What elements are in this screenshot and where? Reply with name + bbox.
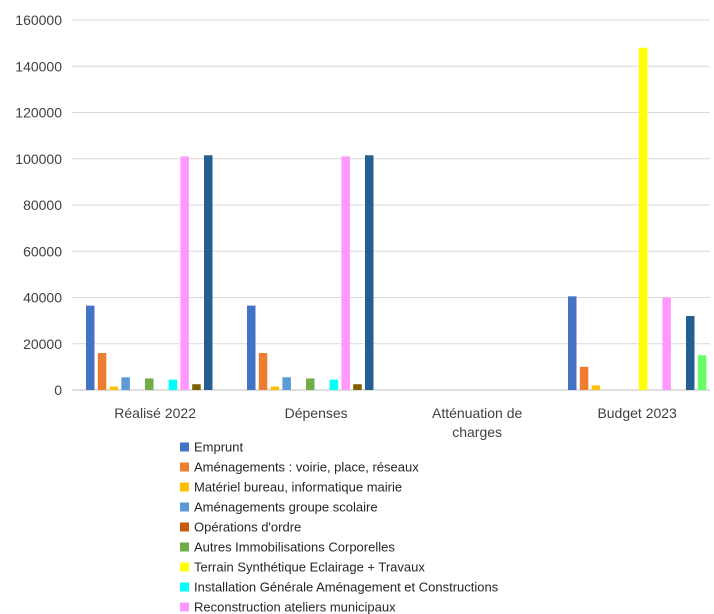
y-axis: 0 20000 40000 60000 80000 100000 120000 140000 1… <box>15 12 62 398</box>
bar <box>109 386 119 390</box>
gridlines <box>72 19 710 391</box>
bar <box>579 366 589 390</box>
category-label: Dépenses <box>285 405 348 421</box>
legend-swatch <box>180 442 189 452</box>
bar <box>270 386 280 390</box>
y-tick-label: 140000 <box>15 58 62 74</box>
category-label: Budget 2023 <box>597 405 677 421</box>
bar <box>145 378 154 390</box>
legend-entry: Aménagements groupe scolaire <box>194 500 378 515</box>
legend-swatch <box>180 542 189 552</box>
bar <box>258 353 268 390</box>
bar <box>341 156 350 390</box>
bar <box>97 353 107 390</box>
bar <box>180 156 189 390</box>
bar <box>638 47 648 390</box>
y-tick-label: 120000 <box>15 105 62 121</box>
legend-entry: Terrain Synthétique Eclairage + Travaux <box>194 560 425 575</box>
x-axis-labels: Réalisé 2022 Dépenses Atténuation de charge… <box>114 405 677 440</box>
legend-swatch <box>180 562 189 572</box>
legend-entry: Installation Générale Aménagement et Con… <box>194 580 499 595</box>
bar <box>192 384 201 390</box>
legend-entry: Opérations d'ordre <box>194 520 301 535</box>
y-tick-label: 20000 <box>23 336 62 352</box>
bar <box>365 155 374 390</box>
bar <box>121 377 130 390</box>
legend-swatch <box>180 502 189 512</box>
legend-entry: Emprunt <box>194 440 244 455</box>
y-tick-label: 160000 <box>15 12 62 28</box>
bar <box>282 377 291 390</box>
bar <box>662 297 671 390</box>
bar <box>686 316 695 390</box>
legend-swatch <box>180 482 189 492</box>
legend: Emprunt Aménagements : voirie, place, rés… <box>180 440 499 614</box>
legend-entry: Matériel bureau, informatique mairie <box>194 480 402 495</box>
y-tick-label: 100000 <box>15 151 62 167</box>
category-label: Réalisé 2022 <box>114 405 196 421</box>
legend-entry: Aménagements : voirie, place, réseaux <box>194 460 419 475</box>
y-tick-label: 0 <box>54 382 62 398</box>
legend-swatch <box>180 522 189 532</box>
category-label: Atténuation de <box>432 405 523 421</box>
legend-entry: Reconstruction ateliers municipaux <box>194 600 396 614</box>
bar <box>168 379 178 390</box>
legend-entry: Autres Immobilisations Corporelles <box>194 540 395 555</box>
legend-swatch <box>180 462 189 472</box>
y-tick-label: 80000 <box>23 197 62 213</box>
y-tick-label: 40000 <box>23 290 62 306</box>
legend-swatch <box>180 602 189 612</box>
bar <box>306 378 315 390</box>
bar <box>591 385 601 390</box>
y-tick-label: 60000 <box>23 243 62 259</box>
legend-swatch <box>180 582 189 592</box>
bar <box>697 355 707 390</box>
bar <box>568 296 577 390</box>
bar <box>204 155 213 390</box>
bars <box>86 47 707 390</box>
bar <box>86 305 95 390</box>
bar <box>353 384 362 390</box>
category-label: charges <box>452 424 502 440</box>
bar <box>247 305 256 390</box>
bar <box>329 379 339 390</box>
